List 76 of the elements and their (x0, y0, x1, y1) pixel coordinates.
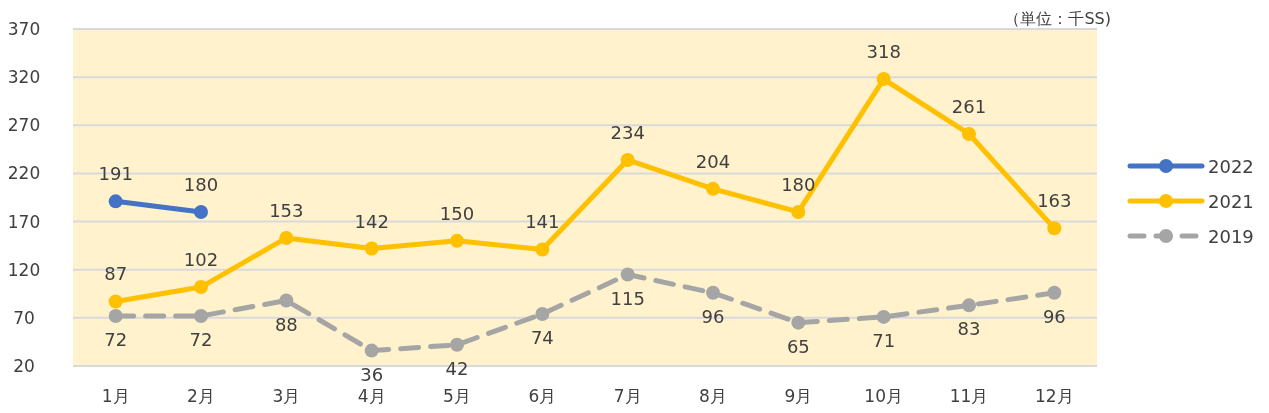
data-label: 234 (610, 121, 645, 143)
data-label: 115 (610, 287, 645, 309)
data-label: 150 (439, 202, 475, 224)
point (962, 298, 976, 313)
point (108, 308, 123, 323)
x-tick-label: 4月 (357, 386, 386, 406)
data-label: 72 (189, 328, 213, 350)
point (620, 152, 635, 167)
data-label: 141 (525, 211, 560, 233)
point (364, 241, 379, 256)
x-tick-label: 3月 (272, 386, 301, 406)
point (364, 343, 379, 358)
data-label: 204 (695, 150, 731, 172)
data-label: 87 (104, 263, 128, 285)
x-tick-label: 6月 (528, 386, 557, 406)
point (194, 308, 208, 323)
x-tick-label: 5月 (443, 386, 471, 406)
y-tick-label: 320 (7, 67, 41, 88)
data-label: 74 (530, 327, 554, 349)
data-label: 36 (360, 363, 384, 385)
data-label: 96 (1042, 305, 1066, 327)
legend-label: 2022 (1208, 156, 1254, 177)
data-label: 318 (866, 41, 901, 63)
point (279, 293, 294, 308)
point (535, 307, 550, 322)
data-label: 180 (781, 173, 816, 195)
y-tick-label: 120 (7, 259, 41, 280)
x-tick-label: 9月 (784, 386, 813, 406)
data-label: 42 (445, 357, 469, 379)
x-tick-label: 7月 (613, 386, 642, 406)
data-label: 71 (872, 329, 896, 351)
y-tick-label: 70 (13, 307, 35, 328)
y-tick-label: 170 (7, 211, 41, 232)
y-tick-label: 20 (13, 356, 35, 376)
point (194, 280, 208, 295)
data-label: 142 (354, 210, 389, 232)
point (791, 204, 806, 219)
point (450, 337, 464, 352)
legend-label: 2021 (1208, 191, 1254, 212)
point (791, 315, 806, 330)
data-label: 191 (98, 163, 133, 185)
y-tick-label: 270 (7, 115, 41, 136)
point (108, 194, 123, 209)
text: （単位：千SS) (1004, 9, 1111, 28)
legend-label: 2019 (1208, 226, 1254, 247)
point (450, 233, 464, 248)
y-tick-label: 370 (7, 19, 41, 39)
point (876, 72, 891, 87)
x-tick-label: 8月 (699, 386, 727, 406)
x-tick-label: 11月 (949, 386, 989, 406)
point (706, 285, 720, 300)
data-label: 96 (701, 305, 725, 327)
point (876, 309, 891, 324)
point (1047, 221, 1062, 236)
point (108, 294, 123, 309)
data-label: 163 (1037, 190, 1072, 212)
data-label: 83 (957, 318, 981, 340)
data-label: 88 (274, 313, 298, 335)
point (706, 181, 720, 196)
data-label: 261 (951, 95, 987, 117)
x-tick-label: 10月 (864, 386, 903, 406)
point (535, 242, 550, 257)
data-label: 72 (104, 328, 128, 350)
point (962, 126, 976, 141)
x-tick-label: 1月 (101, 386, 130, 406)
point (1047, 285, 1062, 300)
y-tick-label: 220 (7, 163, 41, 184)
data-label: 102 (183, 249, 219, 271)
point (194, 204, 208, 219)
x-tick-label: 12月 (1035, 386, 1074, 406)
data-label: 65 (786, 335, 810, 357)
point (279, 230, 294, 245)
data-label: 153 (269, 199, 304, 221)
data-label: 180 (183, 173, 219, 195)
point (620, 267, 635, 282)
x-tick-label: 2月 (187, 386, 215, 406)
